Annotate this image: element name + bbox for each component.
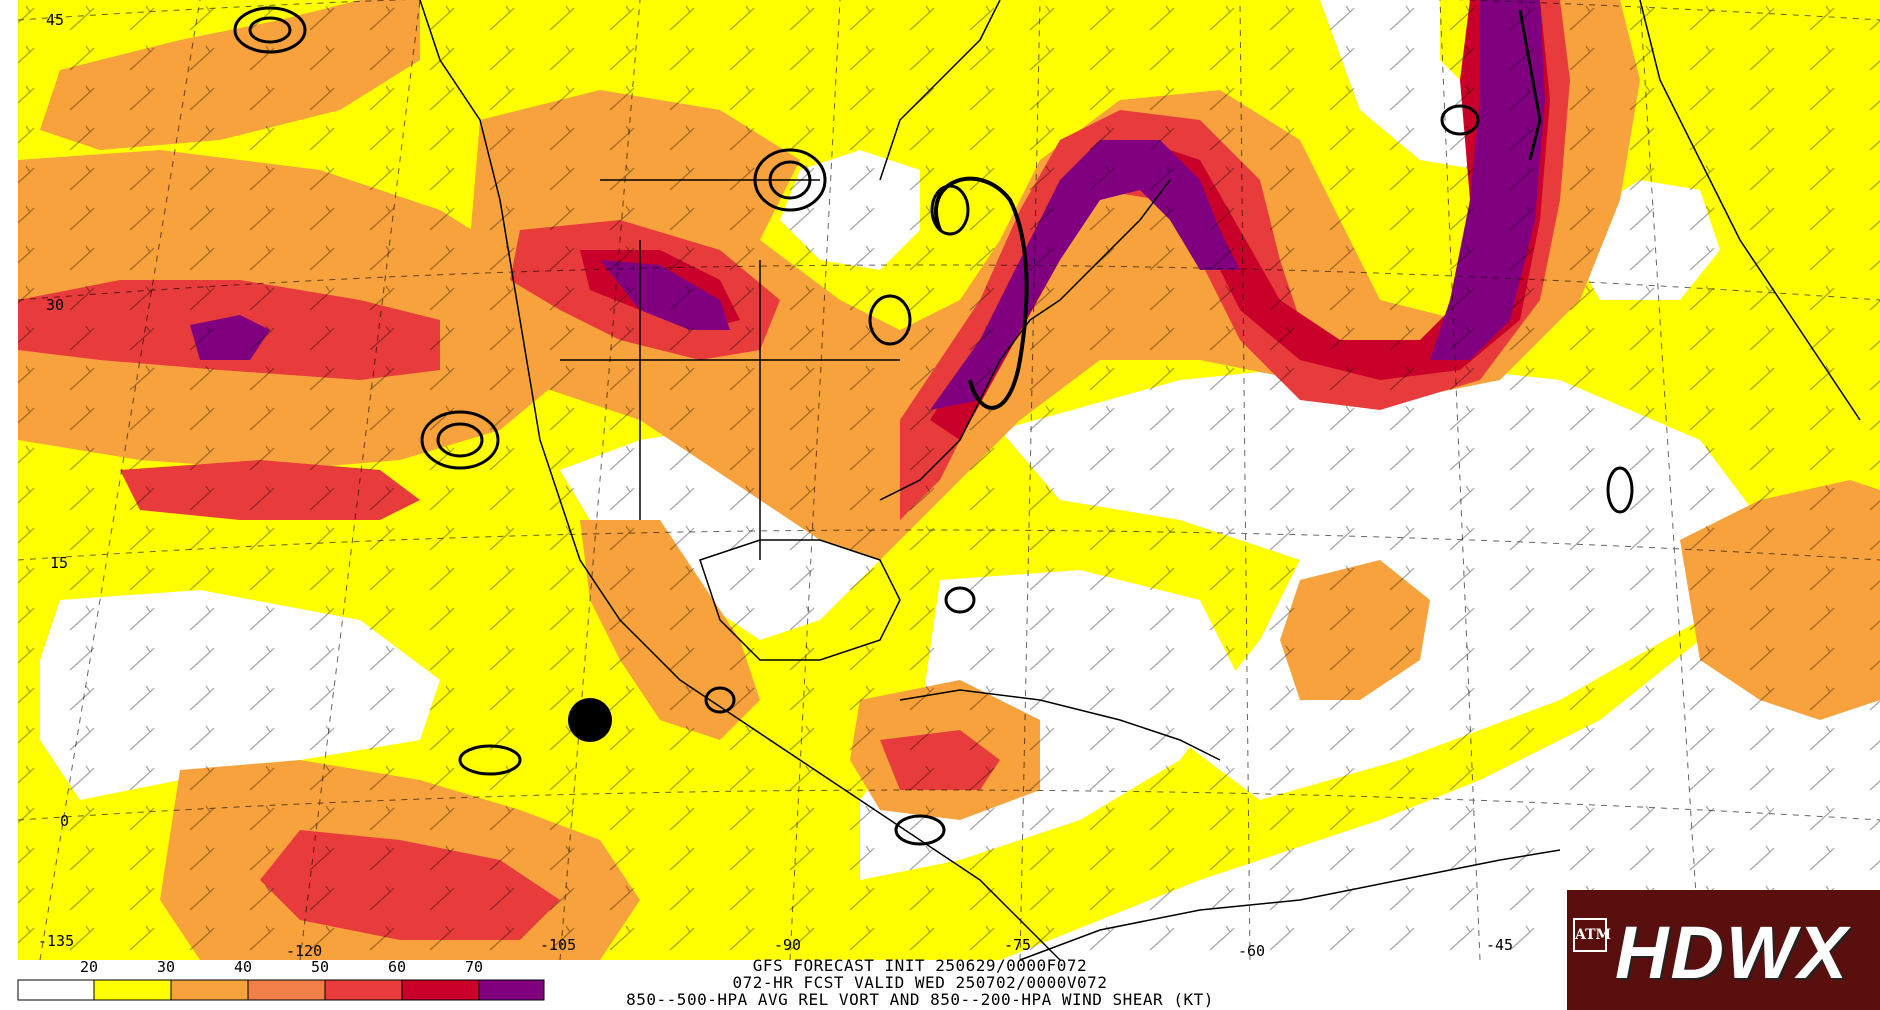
longitude-labels: -135 -120 -105 -90 -75 -60 -45 <box>38 932 1513 960</box>
vorticity-contours <box>233 6 1634 846</box>
legend-tick-40: 40 <box>234 958 252 976</box>
lat-label-30: 30 <box>46 296 64 314</box>
caption-line-3: 850--500-HPA AVG REL VORT AND 850--200-H… <box>626 990 1214 1009</box>
lon-label-135: -135 <box>38 932 74 950</box>
lon-label-120: -120 <box>286 942 322 960</box>
wind-barbs <box>18 0 1880 960</box>
latitude-labels: 45 30 15 0 <box>46 11 69 830</box>
logo-text: HDWX <box>1615 911 1850 994</box>
legend-tick-20: 20 <box>80 958 98 976</box>
legend-swatch-0 <box>17 979 95 1001</box>
lat-label-0: 0 <box>60 812 69 830</box>
legend-swatch-1 <box>93 979 172 1001</box>
legend-swatch-2 <box>170 979 249 1001</box>
lon-label-105: -105 <box>540 936 576 954</box>
legend-swatch-3 <box>247 979 326 1001</box>
legend-tick-70: 70 <box>465 958 483 976</box>
legend-swatch-4 <box>324 979 403 1001</box>
legend-tick-50: 50 <box>311 958 329 976</box>
legend-tick-30: 30 <box>157 958 175 976</box>
legend-tick-60: 60 <box>388 958 406 976</box>
color-legend: 20 30 40 50 60 70 <box>17 958 545 1001</box>
lon-label-45: -45 <box>1486 936 1513 954</box>
caption-line-1: GFS FORECAST INIT 250629/0000F072 <box>752 956 1088 975</box>
hdwx-logo: ATM HDWX <box>1567 890 1880 1010</box>
lon-label-90: -90 <box>774 936 801 954</box>
vorticity-maximum <box>568 698 612 742</box>
legend-swatch-5 <box>401 979 480 1001</box>
legend-swatch-6 <box>478 979 545 1001</box>
lat-label-45: 45 <box>46 11 64 29</box>
lon-label-60: -60 <box>1238 942 1265 960</box>
lon-label-75: -75 <box>1004 936 1031 954</box>
lat-label-15: 15 <box>50 554 68 572</box>
university-mark-icon: ATM <box>1573 918 1611 952</box>
caption-line-2: 072-HR FCST VALID WED 250702/0000V072 <box>732 973 1108 992</box>
